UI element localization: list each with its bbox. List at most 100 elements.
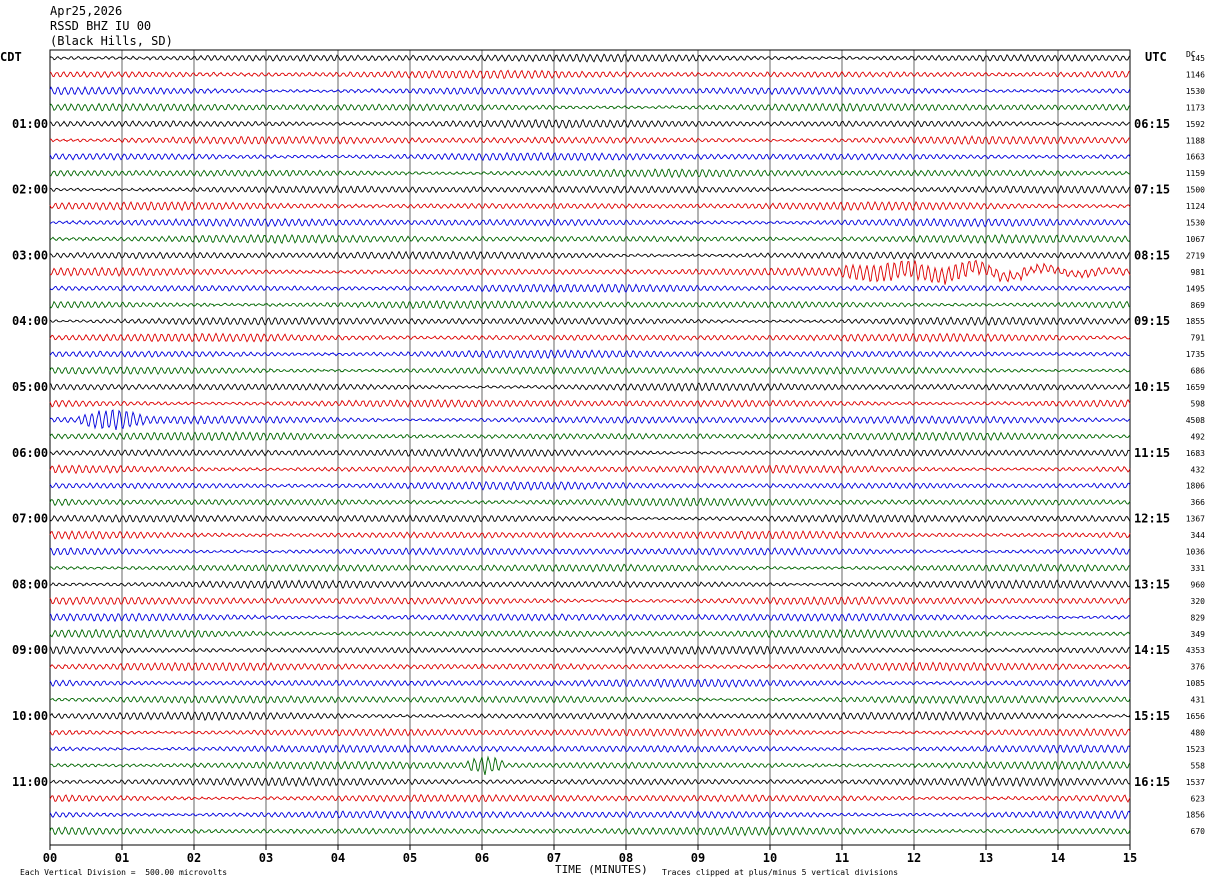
dc-offset-label: 432 xyxy=(1191,465,1206,474)
dc-offset-label: 1663 xyxy=(1186,153,1205,162)
dc-offset-label: 670 xyxy=(1191,827,1206,836)
dc-offset-label: 1124 xyxy=(1186,202,1205,211)
dc-offset-label: 1188 xyxy=(1186,136,1205,145)
x-tick-label: 06 xyxy=(475,851,489,865)
utc-hour-label: 08:15 xyxy=(1134,248,1170,262)
x-tick-label: 07 xyxy=(547,851,561,865)
trace-row xyxy=(49,69,1131,80)
dc-offset-label: 4508 xyxy=(1186,416,1205,425)
dc-offset-label: 2719 xyxy=(1186,251,1205,260)
trace-row xyxy=(49,349,1131,360)
dc-offset-label: 1735 xyxy=(1186,350,1205,359)
dc-offset-label: 1855 xyxy=(1186,317,1205,326)
trace-row xyxy=(49,217,1131,228)
dc-offset-label: 1173 xyxy=(1186,103,1205,112)
utc-hour-label: 16:15 xyxy=(1134,775,1170,789)
dc-offset-label: 4353 xyxy=(1186,646,1205,655)
right-timezone-label: UTC xyxy=(1145,50,1167,64)
clip-note: Traces clipped at plus/minus 5 vertical … xyxy=(662,868,899,877)
trace-row xyxy=(49,661,1131,672)
cdt-hour-label: 04:00 xyxy=(12,314,48,328)
dc-offset-label: 1367 xyxy=(1186,515,1205,524)
trace-row xyxy=(49,776,1131,788)
x-tick-label: 09 xyxy=(691,851,705,865)
trace-row xyxy=(49,826,1131,837)
dc-offset-label: 331 xyxy=(1191,564,1206,573)
dc-offset-label: 1659 xyxy=(1186,383,1205,392)
dc-offset-label: 1592 xyxy=(1186,120,1205,129)
trace-row xyxy=(49,628,1131,639)
x-tick-label: 08 xyxy=(619,851,633,865)
utc-hour-label: 11:15 xyxy=(1134,446,1170,460)
trace-row xyxy=(49,755,1131,776)
x-tick-label: 13 xyxy=(979,851,993,865)
dc-offset-label: 320 xyxy=(1191,597,1206,606)
x-tick-label: 03 xyxy=(259,851,273,865)
trace-row xyxy=(49,744,1131,754)
left-timezone-label: CDT xyxy=(0,50,22,64)
trace-row xyxy=(49,332,1131,343)
cdt-hour-label: 08:00 xyxy=(12,577,48,591)
cdt-hour-label: 11:00 xyxy=(12,775,48,789)
cdt-hour-labels: 01:00 02:00 03:00 04:00 05:00 06:00 07:00 08:00… xyxy=(12,117,48,789)
dc-offset-label: 1537 xyxy=(1186,778,1205,787)
utc-hour-labels: 06:15 07:15 08:15 09:15 10:15 11:15 12:15 13:15… xyxy=(1134,117,1170,789)
trace-row xyxy=(49,200,1131,212)
cdt-hour-label: 06:00 xyxy=(12,446,48,460)
dc-offset-label: 1085 xyxy=(1186,679,1205,688)
utc-hour-label: 09:15 xyxy=(1134,314,1170,328)
trace-row xyxy=(49,678,1131,689)
trace-row xyxy=(49,316,1131,327)
utc-hour-label: 07:15 xyxy=(1134,183,1170,197)
trace-row xyxy=(49,645,1131,656)
trace-row xyxy=(49,53,1131,63)
dc-offset-label: 480 xyxy=(1191,728,1206,737)
dc-offset-label: 492 xyxy=(1191,432,1206,441)
cdt-hour-label: 03:00 xyxy=(12,248,48,262)
dc-offset-label: 960 xyxy=(1191,580,1206,589)
dc-offset-label: 431 xyxy=(1191,696,1206,705)
trace-row xyxy=(49,259,1131,285)
trace-row xyxy=(49,547,1131,556)
trace-row xyxy=(49,431,1131,442)
utc-hour-label: 12:15 xyxy=(1134,512,1170,526)
dc-offset-label: 623 xyxy=(1191,794,1206,803)
trace-row xyxy=(49,300,1131,310)
x-tick-label: 01 xyxy=(115,851,129,865)
location-label: (Black Hills, SD) xyxy=(50,34,173,48)
dc-offset-label: 1067 xyxy=(1186,235,1205,244)
dc-offset-label: 1523 xyxy=(1186,745,1205,754)
trace-row xyxy=(49,710,1131,722)
trace-row xyxy=(49,233,1131,245)
trace-row xyxy=(49,409,1131,431)
seismic-traces xyxy=(49,53,1131,837)
dc-offset-label: 366 xyxy=(1191,498,1206,507)
trace-row xyxy=(49,530,1131,540)
trace-row xyxy=(49,612,1131,623)
dc-offset-label: 1530 xyxy=(1186,219,1205,228)
trace-row xyxy=(49,283,1131,294)
trace-row xyxy=(49,596,1131,606)
utc-hour-label: 13:15 xyxy=(1134,577,1170,591)
cdt-hour-label: 09:00 xyxy=(12,643,48,657)
utc-hour-label: 10:15 xyxy=(1134,380,1170,394)
x-tick-label: 02 xyxy=(187,851,201,865)
trace-row xyxy=(49,809,1131,820)
dc-offset-label: 1495 xyxy=(1186,284,1205,293)
trace-row xyxy=(49,151,1131,162)
x-tick-label: 10 xyxy=(763,851,777,865)
minute-grid xyxy=(49,49,1131,846)
dc-offset-label: 376 xyxy=(1191,663,1206,672)
dc-offset-label: 791 xyxy=(1191,334,1206,343)
dc-offset-label: 1159 xyxy=(1186,169,1205,178)
x-tick-label: 14 xyxy=(1051,851,1065,865)
x-tick-label: 15 xyxy=(1123,851,1137,865)
dc-offset-label: 1806 xyxy=(1186,482,1205,491)
dc-offset-labels: 145 1146 1530 1173 1592 1188 1663 1159 1500 1124 1… xyxy=(1186,54,1205,836)
trace-row xyxy=(49,497,1131,508)
date-label: Apr25,2026 xyxy=(50,4,123,18)
dc-offset-label: 1856 xyxy=(1186,811,1205,820)
scale-note: Each Vertical Division = 500.00 microvol… xyxy=(20,868,228,877)
cdt-hour-label: 01:00 xyxy=(12,117,48,131)
